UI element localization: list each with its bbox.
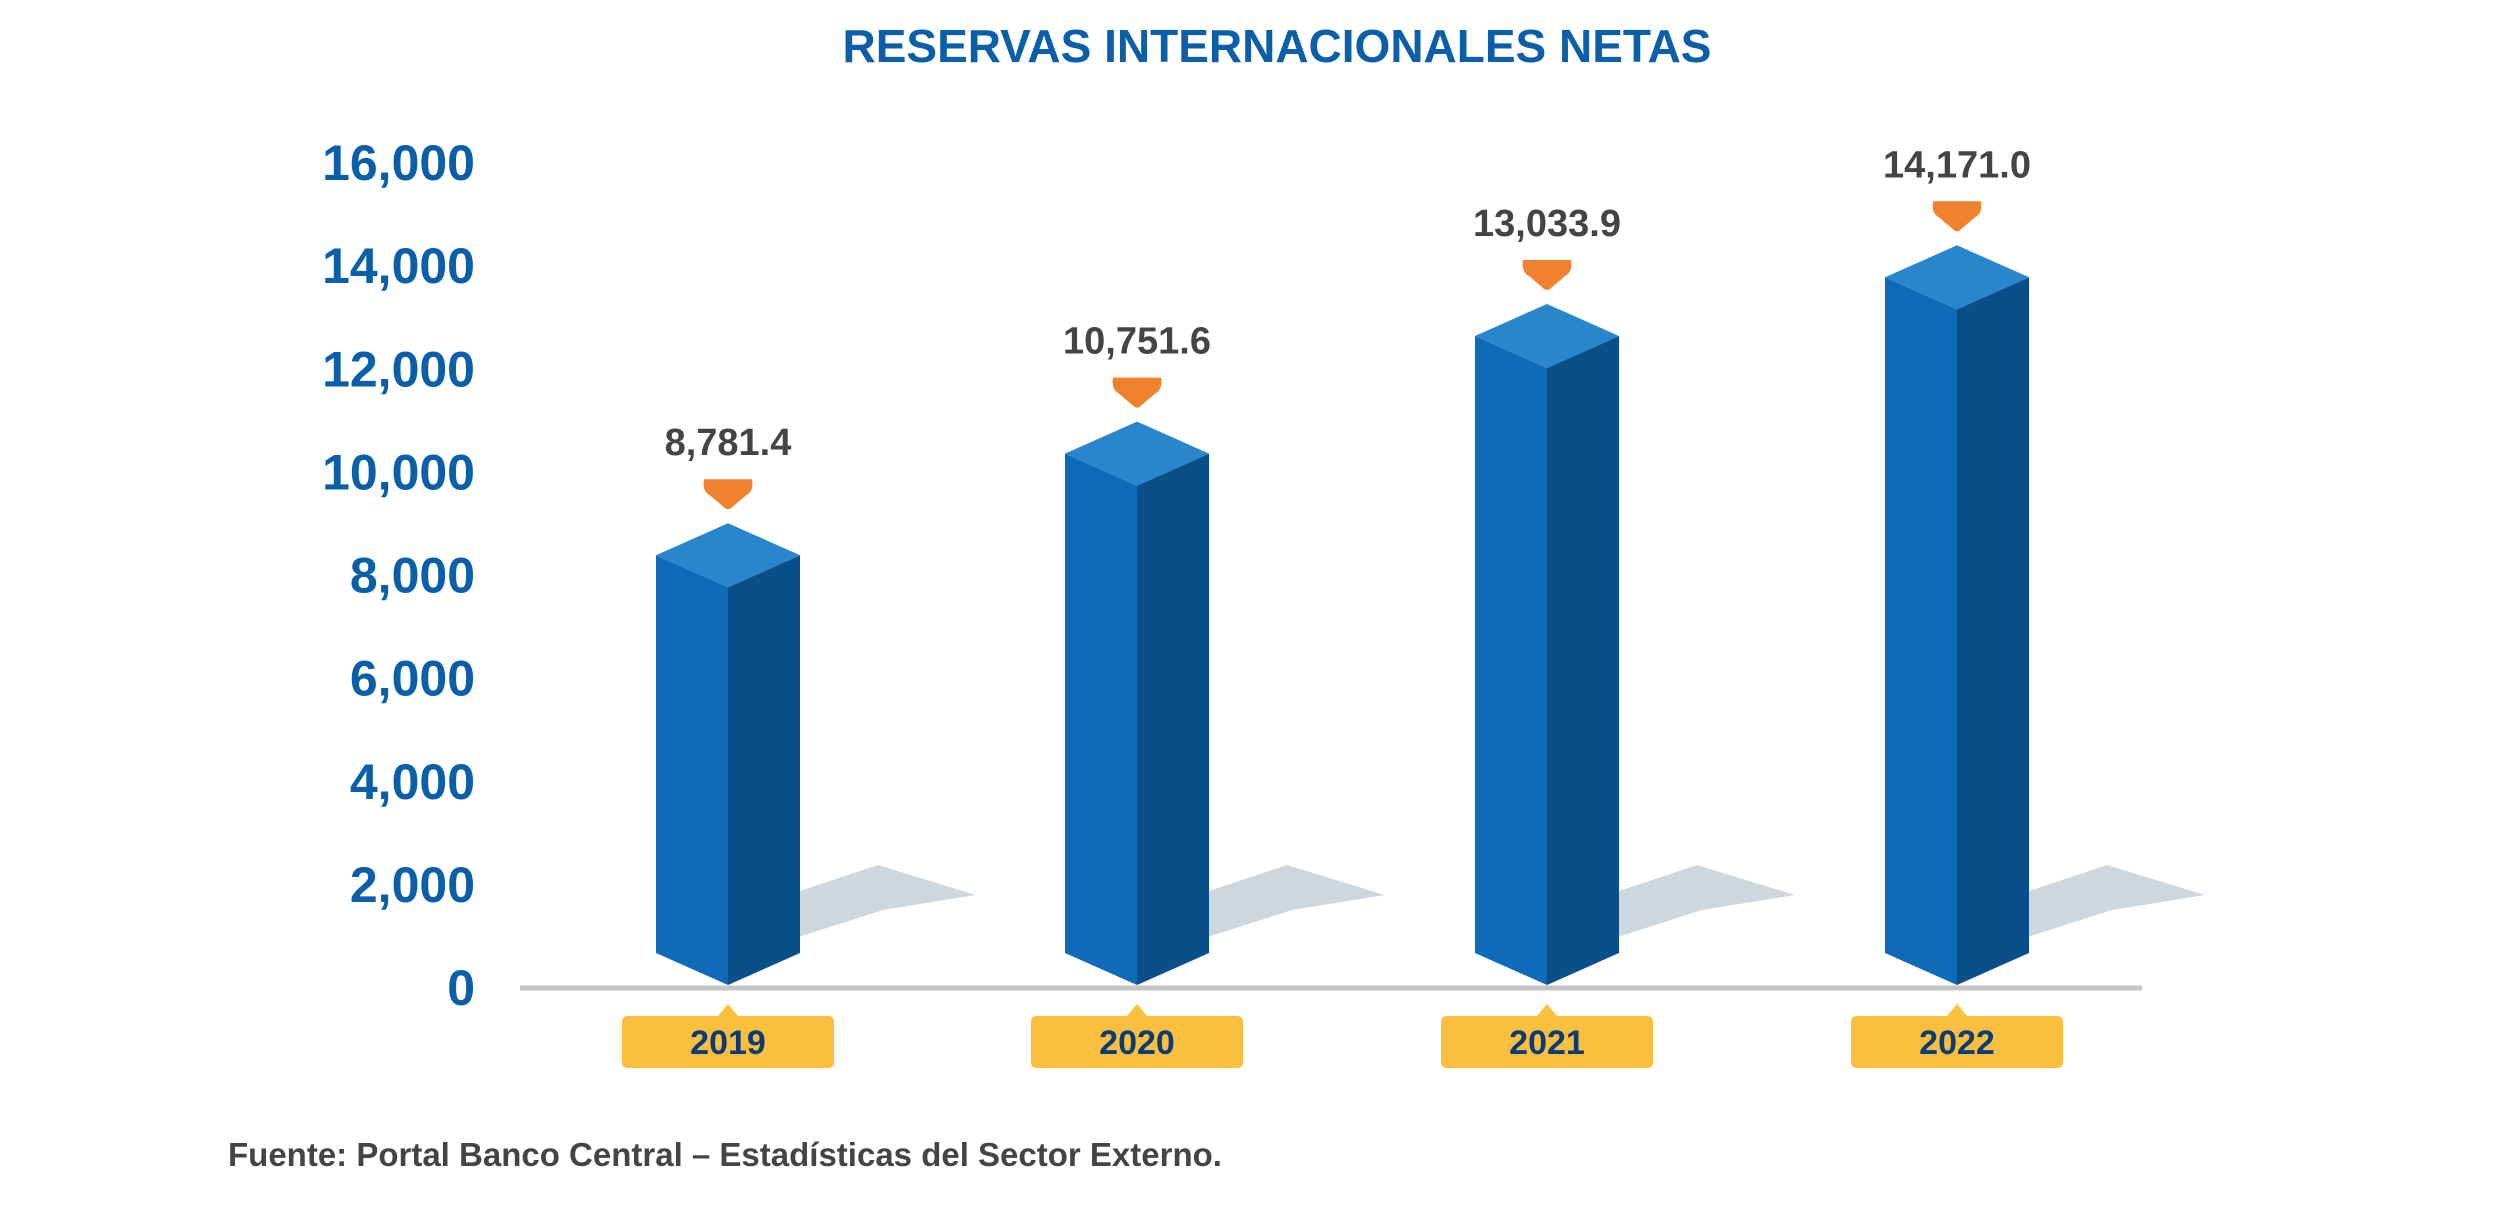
bar-top-face <box>1065 421 1209 486</box>
y-tick-label: 4,000 <box>350 754 475 810</box>
y-tick-label: 12,000 <box>322 341 475 397</box>
x-tick-label: 2020 <box>1099 1024 1175 1062</box>
bar-shadows <box>758 865 2205 950</box>
bar-top-face <box>1475 303 1619 368</box>
bar-top-face <box>1885 245 2029 310</box>
bar-side-face <box>728 555 800 985</box>
x-tick-label: 2021 <box>1509 1024 1585 1062</box>
data-label: 8,781.4 <box>665 422 792 464</box>
year-badge <box>622 1004 834 1068</box>
bar-2020: 10,751.6 <box>1063 321 1211 986</box>
year-badge <box>1851 1004 2063 1068</box>
y-tick-label: 2,000 <box>350 857 475 913</box>
bar-2019: 8,781.4 <box>656 422 800 985</box>
y-tick-label: 10,000 <box>322 444 475 500</box>
value-marker <box>1522 259 1572 290</box>
bar-2022: 14,171.0 <box>1883 144 2031 985</box>
bar-front-face <box>656 555 728 985</box>
value-marker <box>1932 201 1982 232</box>
bar-side-face <box>1547 335 1619 985</box>
bar-top-face <box>656 523 800 588</box>
bar-front-face <box>1475 335 1547 985</box>
y-axis: 0 2,000 4,000 6,000 8,000 10,000 12,000 14,000 1… <box>322 135 475 1016</box>
data-label: 14,171.0 <box>1883 144 2031 186</box>
data-label: 10,751.6 <box>1063 321 1211 363</box>
value-marker <box>703 479 753 510</box>
chart-title: RESERVAS INTERNACIONALES NETAS <box>843 20 1712 72</box>
bar-2021: 13,033.9 <box>1473 203 1621 985</box>
source-note: Fuente: Portal Banco Central – Estadísti… <box>228 1136 1222 1173</box>
x-tick-label: 2022 <box>1919 1024 1995 1062</box>
year-badge <box>1441 1004 1653 1068</box>
y-tick-label: 14,000 <box>322 238 475 294</box>
y-tick-label: 0 <box>447 960 475 1016</box>
y-tick-label: 8,000 <box>350 548 475 604</box>
bars: 8,781.4 10,751.6 13,033.9 14,171.0 <box>656 144 2031 986</box>
bar-front-face <box>1885 277 1957 985</box>
y-tick-label: 16,000 <box>322 135 475 191</box>
bar-shadow <box>758 865 976 950</box>
bar-front-face <box>1065 453 1137 986</box>
x-tick-label: 2019 <box>690 1024 766 1062</box>
bar-shadow <box>1577 865 1795 950</box>
bar-side-face <box>1957 277 2029 985</box>
bar-shadow <box>1167 865 1385 950</box>
bar-side-face <box>1137 453 1209 986</box>
data-label: 13,033.9 <box>1473 203 1621 245</box>
y-tick-label: 6,000 <box>350 651 475 707</box>
x-axis: 2019 2020 2021 2022 <box>622 1004 2063 1068</box>
bar-shadow <box>1987 865 2205 950</box>
year-badge <box>1031 1004 1243 1068</box>
value-marker <box>1112 377 1162 408</box>
